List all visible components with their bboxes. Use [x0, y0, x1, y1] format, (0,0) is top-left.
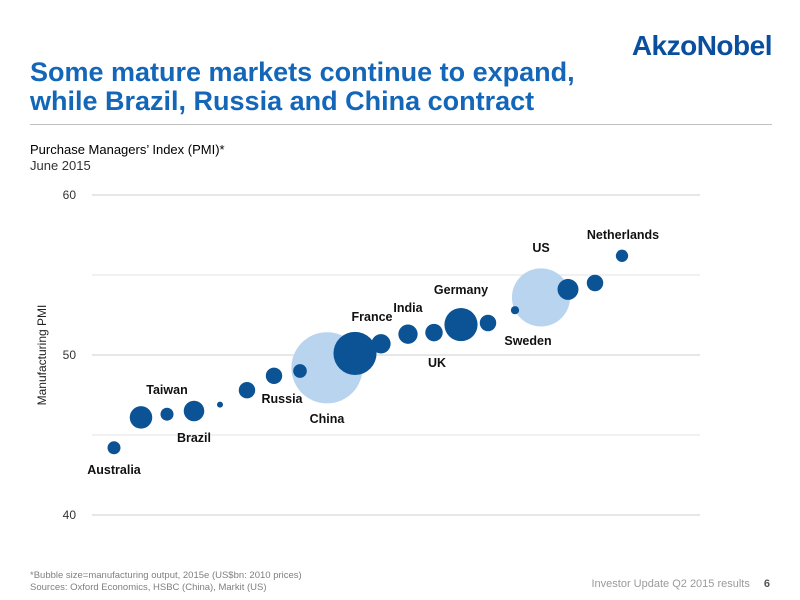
- bubble: [371, 334, 391, 354]
- bubble: [398, 324, 418, 344]
- data-label: Australia: [87, 463, 142, 477]
- footer-text: Investor Update Q2 2015 results: [591, 578, 750, 590]
- akzonobel-logo: AkzoNobel: [631, 30, 773, 61]
- bubble: [615, 249, 629, 262]
- bubble: [183, 400, 205, 422]
- data-label: Brazil: [177, 431, 211, 445]
- title-line-2: while Brazil, Russia and China contract: [30, 86, 535, 116]
- data-label: Netherlands: [587, 228, 659, 242]
- y-tick-label: 40: [63, 508, 77, 522]
- title-divider: [30, 124, 772, 125]
- bubble: [265, 367, 283, 385]
- bubble: [129, 406, 153, 429]
- bubble: [557, 278, 579, 300]
- data-label: UK: [428, 356, 446, 370]
- bubble: [333, 331, 377, 375]
- bubble: [217, 401, 223, 408]
- data-label: Sweden: [504, 334, 551, 348]
- footnote-sources: Sources: Oxford Economics, HSBC (China),…: [30, 582, 267, 593]
- data-label: Germany: [434, 283, 488, 297]
- bubble: [238, 381, 256, 399]
- footnote-bubble-size: *Bubble size=manufacturing output, 2015e…: [30, 570, 302, 581]
- page-title: Some mature markets continue to expand, …: [30, 58, 670, 116]
- chart-subtitle: June 2015: [30, 158, 91, 173]
- data-label: France: [352, 310, 393, 324]
- page-number: 6: [763, 578, 770, 590]
- data-label: US: [532, 241, 549, 255]
- bubble: [160, 407, 174, 421]
- y-axis-label: Manufacturing PMI: [35, 305, 49, 406]
- bubble: [586, 274, 604, 292]
- bubble: [425, 323, 443, 342]
- bubble: [444, 308, 478, 342]
- y-tick-label: 50: [63, 348, 77, 362]
- chart-title: Purchase Managers’ Index (PMI)*: [30, 142, 225, 157]
- bubble: [107, 441, 121, 455]
- bubble: [293, 364, 307, 378]
- bubble: [511, 268, 571, 327]
- data-label: India: [393, 301, 423, 315]
- title-line-1: Some mature markets continue to expand,: [30, 57, 575, 87]
- footer: Investor Update Q2 2015 results 6: [592, 578, 771, 590]
- data-label: Taiwan: [146, 383, 187, 397]
- y-tick-label: 60: [63, 188, 77, 202]
- bubble: [479, 314, 497, 332]
- data-label: Russia: [262, 392, 304, 406]
- bubble: [510, 306, 520, 315]
- data-label: China: [310, 412, 346, 426]
